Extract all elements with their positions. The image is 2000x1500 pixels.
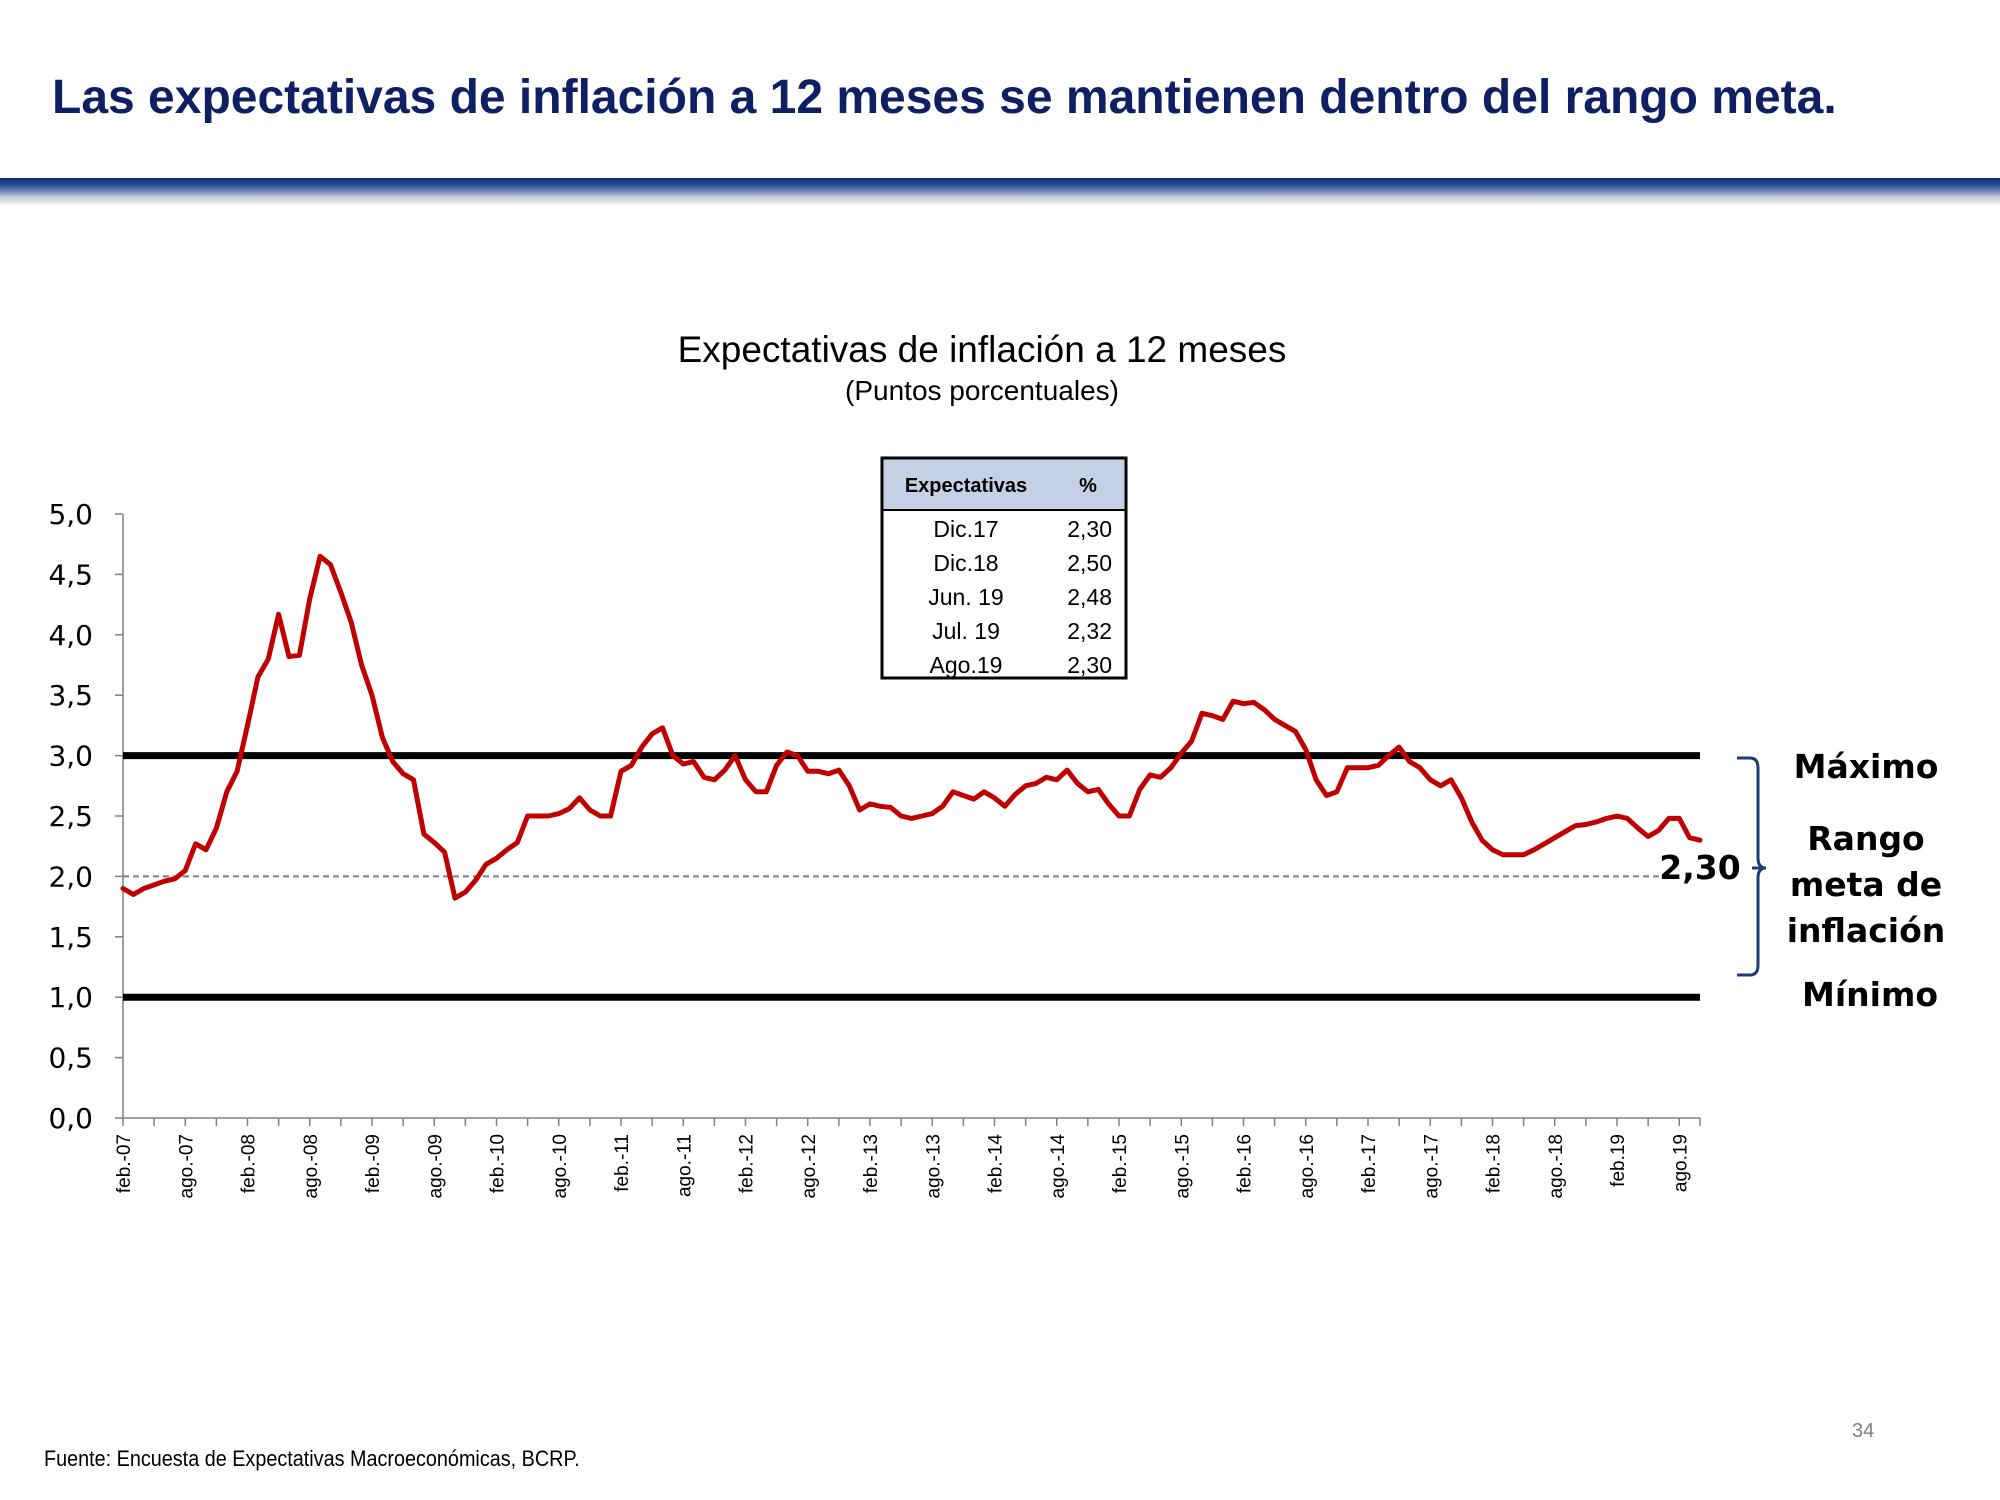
table-row-value: 2,50 [1067,550,1112,576]
x-tick-label: ago.-11 [674,1134,695,1197]
y-tick-label: 4,5 [48,558,93,591]
range-max-label: Máximo [1794,747,1939,786]
last-value-label: 2,30 [1659,848,1740,887]
y-tick-label: 2,5 [48,800,93,833]
x-tick-label: feb.-12 [737,1134,758,1193]
x-tick-label: feb.19 [1608,1134,1629,1187]
source-note: Fuente: Encuesta de Expectativas Macroec… [44,1446,580,1471]
table-header-bg [882,458,1126,510]
table-header-percent: % [1079,475,1097,497]
table-row-label: Jun. 19 [928,584,1003,610]
y-tick-label: 0,0 [48,1102,93,1135]
y-tick-label: 2,0 [48,860,93,893]
table-row-label: Ago.19 [930,652,1003,678]
range-label-line1: Rango [1807,819,1924,858]
x-tick-label: feb.-16 [1235,1134,1256,1193]
x-tick-label: ago.-13 [923,1134,944,1198]
x-tick-label: feb.-13 [861,1134,882,1193]
title-divider-bar [0,178,2000,198]
range-label-line3: inflación [1787,911,1946,950]
table-row-label: Dic.18 [933,550,998,576]
x-tick-label: feb.-18 [1484,1134,1505,1193]
y-tick-label: 1,0 [48,981,93,1014]
x-tick-label: feb.-17 [1359,1134,1380,1193]
x-tick-label: feb.-11 [612,1134,633,1192]
x-tick-label: ago.-15 [1172,1134,1193,1198]
table-row-label: Dic.17 [933,516,998,542]
x-tick-label: feb.-07 [114,1134,135,1193]
table-header-label: Expectativas [905,475,1027,497]
slide-title: Las expectativas de inflación a 12 meses… [52,71,1837,124]
x-tick-label: feb.-14 [986,1134,1007,1194]
chart-title: Expectativas de inflación a 12 meses [678,329,1287,370]
expectations-table: Expectativas % Dic.17 2,30 Dic.18 2,50 Jun. … [880,456,1128,680]
expectations-series-line [120,553,1703,901]
y-tick-label: 1,5 [48,921,93,954]
table-border [880,456,1128,680]
y-tick-label: 0,5 [48,1042,93,1075]
x-tick-label: ago.-16 [1297,1134,1318,1198]
y-tick-label: 4,0 [48,619,93,652]
x-tick-label: feb.-08 [239,1134,260,1193]
y-tick-label: 3,0 [48,740,93,773]
table-row-value: 2,30 [1067,652,1112,678]
y-tick-label: 5,0 [48,498,93,531]
x-tick-label: ago.19 [1670,1134,1691,1192]
x-tick-label: feb.-15 [1110,1134,1131,1193]
chart-subtitle: (Puntos porcentuales) [845,375,1119,406]
x-tick-label: feb.-10 [488,1134,509,1193]
range-min-label: Mínimo [1802,975,1938,1014]
y-tick-label: 3,5 [48,679,93,712]
x-tick-label: ago.-17 [1421,1134,1442,1198]
title-divider-shadow [0,198,2000,206]
table-row-value: 2,48 [1067,584,1112,610]
page-number: 34 [1852,1420,1875,1442]
x-tick-label: ago.-08 [301,1134,322,1198]
range-label-line2: meta de [1790,865,1942,904]
x-tick-label: ago.-12 [799,1134,820,1198]
x-tick-label: ago.-09 [425,1134,446,1198]
x-tick-label: ago.-10 [550,1134,571,1198]
target-range-annotation: Máximo Rango meta de inflación Mínimo [1737,747,1945,1014]
x-tick-label: feb.-09 [363,1134,384,1193]
table-row-label: Jul. 19 [932,618,1000,644]
table-row-value: 2,30 [1067,516,1112,542]
x-tick-label: ago.-07 [176,1134,197,1198]
x-tick-label: ago.-14 [1048,1134,1069,1199]
table-row-value: 2,32 [1067,618,1112,644]
x-tick-label: ago.-18 [1546,1134,1567,1198]
